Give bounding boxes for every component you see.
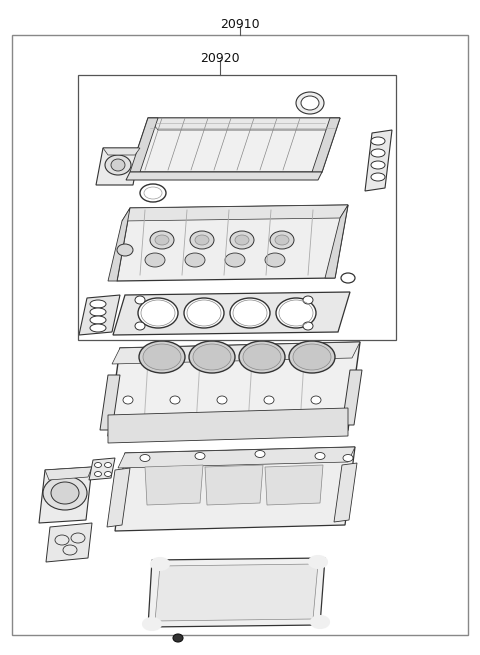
Ellipse shape — [265, 253, 285, 267]
Ellipse shape — [43, 476, 87, 510]
Polygon shape — [126, 172, 322, 180]
Polygon shape — [96, 148, 140, 185]
Ellipse shape — [90, 300, 106, 308]
Polygon shape — [145, 465, 203, 505]
Ellipse shape — [276, 298, 316, 328]
Polygon shape — [112, 342, 360, 364]
Polygon shape — [155, 564, 318, 621]
Ellipse shape — [296, 92, 324, 114]
Polygon shape — [107, 468, 130, 527]
Ellipse shape — [105, 472, 111, 476]
Ellipse shape — [90, 316, 106, 324]
Polygon shape — [334, 463, 357, 522]
Ellipse shape — [195, 235, 209, 245]
Ellipse shape — [343, 455, 353, 462]
Polygon shape — [89, 458, 115, 480]
Polygon shape — [103, 148, 140, 155]
Polygon shape — [115, 447, 355, 531]
Ellipse shape — [150, 557, 170, 571]
Ellipse shape — [217, 396, 227, 404]
Ellipse shape — [270, 231, 294, 249]
Ellipse shape — [170, 396, 180, 404]
Ellipse shape — [173, 634, 183, 642]
Ellipse shape — [95, 472, 101, 476]
Ellipse shape — [139, 341, 185, 373]
Ellipse shape — [193, 344, 231, 370]
Ellipse shape — [303, 296, 313, 304]
Ellipse shape — [184, 298, 224, 328]
Ellipse shape — [264, 396, 274, 404]
Ellipse shape — [195, 453, 205, 460]
Polygon shape — [108, 408, 348, 443]
Ellipse shape — [189, 341, 235, 373]
Polygon shape — [205, 465, 263, 505]
Polygon shape — [118, 447, 355, 468]
Ellipse shape — [371, 137, 385, 145]
Polygon shape — [342, 370, 362, 425]
Ellipse shape — [301, 96, 319, 110]
Ellipse shape — [143, 344, 181, 370]
Text: 20920: 20920 — [200, 52, 240, 65]
Ellipse shape — [293, 344, 331, 370]
Polygon shape — [148, 558, 325, 627]
Ellipse shape — [310, 615, 330, 629]
Polygon shape — [113, 292, 350, 335]
Ellipse shape — [123, 396, 133, 404]
Ellipse shape — [145, 253, 165, 267]
Ellipse shape — [135, 296, 145, 304]
Ellipse shape — [105, 155, 131, 175]
Ellipse shape — [311, 396, 321, 404]
Ellipse shape — [140, 455, 150, 462]
Ellipse shape — [230, 298, 270, 328]
Ellipse shape — [117, 244, 133, 256]
Ellipse shape — [138, 298, 178, 328]
Ellipse shape — [51, 482, 79, 504]
Polygon shape — [108, 342, 360, 436]
Ellipse shape — [111, 159, 125, 171]
Ellipse shape — [95, 462, 101, 468]
Polygon shape — [365, 130, 392, 191]
Polygon shape — [312, 118, 340, 172]
Ellipse shape — [235, 235, 249, 245]
Ellipse shape — [303, 322, 313, 330]
Ellipse shape — [90, 324, 106, 332]
Ellipse shape — [230, 231, 254, 249]
Ellipse shape — [90, 308, 106, 316]
Ellipse shape — [255, 451, 265, 457]
Ellipse shape — [315, 453, 325, 460]
Bar — [78, 75, 396, 340]
Polygon shape — [122, 205, 348, 221]
Text: 20910: 20910 — [220, 18, 260, 31]
Ellipse shape — [371, 149, 385, 157]
Ellipse shape — [371, 173, 385, 181]
Ellipse shape — [371, 161, 385, 169]
Ellipse shape — [142, 617, 162, 631]
Polygon shape — [148, 118, 340, 130]
Polygon shape — [39, 467, 92, 523]
Polygon shape — [265, 465, 323, 505]
Polygon shape — [108, 208, 130, 281]
Ellipse shape — [190, 231, 214, 249]
Polygon shape — [117, 205, 348, 281]
Ellipse shape — [243, 344, 281, 370]
Ellipse shape — [308, 555, 328, 569]
Ellipse shape — [105, 462, 111, 468]
Ellipse shape — [155, 235, 169, 245]
Ellipse shape — [150, 231, 174, 249]
Polygon shape — [130, 118, 340, 172]
Polygon shape — [130, 118, 158, 172]
Ellipse shape — [135, 322, 145, 330]
Ellipse shape — [185, 253, 205, 267]
Polygon shape — [45, 467, 92, 480]
Polygon shape — [325, 205, 348, 278]
Polygon shape — [46, 523, 92, 562]
Ellipse shape — [225, 253, 245, 267]
Polygon shape — [100, 375, 120, 430]
Ellipse shape — [289, 341, 335, 373]
Polygon shape — [79, 295, 120, 335]
Ellipse shape — [275, 235, 289, 245]
Ellipse shape — [239, 341, 285, 373]
